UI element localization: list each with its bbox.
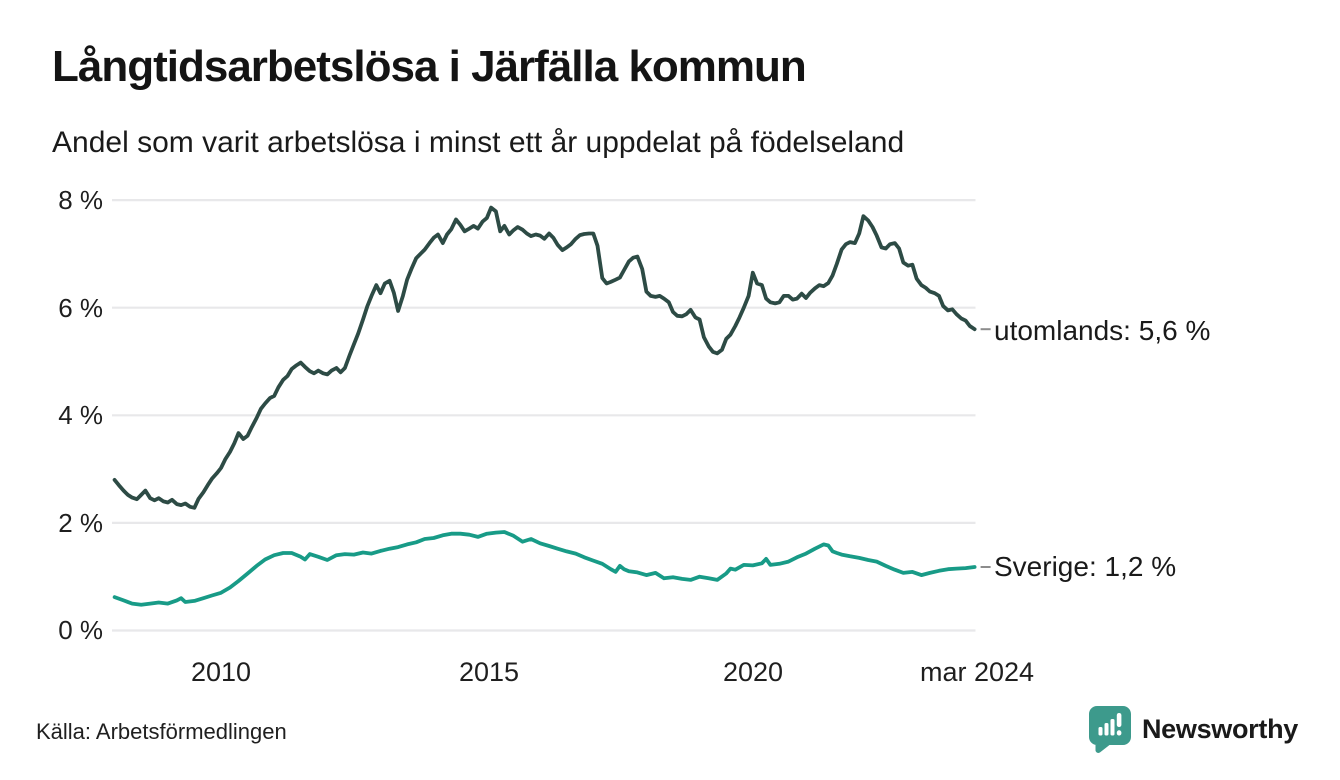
- source-note: Källa: Arbetsförmedlingen: [36, 719, 287, 744]
- series-line-Sverige: [112, 530, 977, 607]
- y-axis-tick: 8 %: [58, 185, 103, 215]
- series-end-label-utomlands: utomlands: 5,6 %: [994, 315, 1211, 346]
- x-axis-tick: 2015: [458, 657, 520, 687]
- x-axis-tick: 2020: [722, 657, 784, 687]
- page-title: Långtidsarbetslösa i Järfälla kommun: [52, 42, 807, 91]
- newsworthy-speech-bubble-icon: [1088, 706, 1131, 753]
- x-axis-tick: 2010: [190, 657, 252, 687]
- y-axis-tick: 4 %: [58, 400, 103, 430]
- newsworthy-wordmark: Newsworthy: [1141, 714, 1298, 744]
- y-axis-tick: 0 %: [58, 615, 103, 645]
- y-axis-tick: 6 %: [58, 293, 103, 323]
- x-axis-tick: mar 2024: [919, 657, 1035, 687]
- series-end-label-sverige: Sverige: 1,2 %: [994, 551, 1177, 582]
- series-line-utomlands: [112, 205, 977, 510]
- newsworthy-logo: Newsworthy: [1088, 705, 1298, 754]
- chart-subtitle: Andel som varit arbetslösa i minst ett å…: [52, 126, 905, 159]
- y-axis-tick: 2 %: [58, 508, 103, 538]
